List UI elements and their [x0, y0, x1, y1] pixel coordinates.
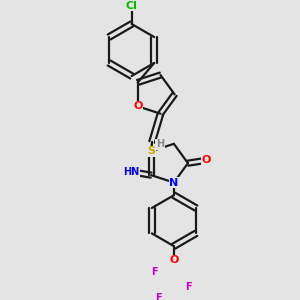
Text: O: O — [169, 255, 178, 265]
Text: F: F — [155, 293, 162, 300]
Text: H: H — [156, 139, 164, 149]
Text: Cl: Cl — [126, 1, 138, 10]
Text: N: N — [169, 178, 178, 188]
Text: F: F — [185, 282, 191, 292]
Text: F: F — [152, 267, 158, 277]
Text: S: S — [147, 146, 155, 156]
Text: O: O — [202, 155, 211, 165]
Text: HN: HN — [123, 167, 140, 177]
Text: O: O — [133, 101, 142, 111]
